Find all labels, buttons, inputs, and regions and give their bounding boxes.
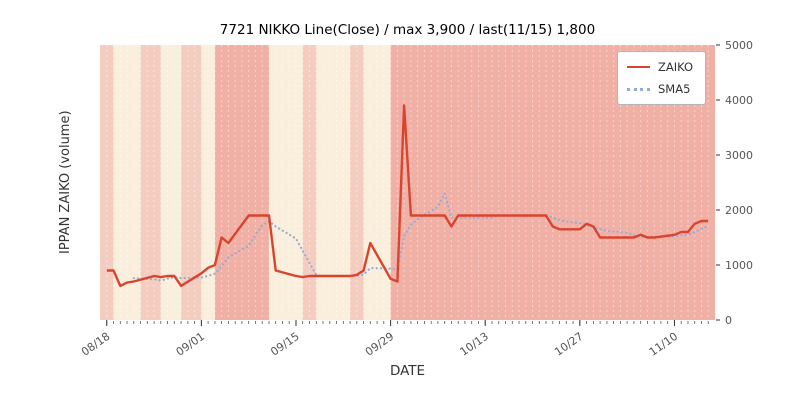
legend-label-zaiko: ZAIKO	[658, 60, 694, 74]
legend-item-sma5: SMA5	[627, 82, 693, 96]
x-axis: 08/18 09/01 09/15 09/29 10/13 10/27 11/10	[79, 320, 709, 359]
y-tick-label: 0	[725, 314, 732, 327]
y-tick-label: 4000	[725, 94, 753, 107]
x-axis-label: DATE	[389, 363, 426, 379]
x-tick-label: 09/29	[363, 330, 396, 359]
x-tick-label: 09/01	[174, 330, 207, 359]
highlight-band	[214, 45, 269, 320]
x-tick-label: 10/13	[458, 330, 491, 359]
legend-label-sma5: SMA5	[658, 82, 691, 96]
y-tick-label: 1000	[725, 259, 753, 272]
zaiko-line-swatch-icon	[627, 66, 650, 68]
x-tick-label: 09/15	[268, 330, 301, 359]
highlight-band	[350, 45, 364, 320]
y-axis: 0 1000 2000 3000 4000 5000	[716, 39, 753, 327]
highlight-band	[140, 45, 161, 320]
highlight-band	[100, 45, 114, 320]
chart-title: 7721 NIKKO Line(Close) / max 3,900 / las…	[219, 22, 596, 38]
y-tick-label: 3000	[725, 149, 753, 162]
highlight-band	[181, 45, 202, 320]
x-tick-label: 08/18	[79, 330, 112, 359]
y-axis-label: IPPAN ZAIKO (volume)	[58, 110, 73, 255]
highlight-band	[302, 45, 317, 320]
x-tick-label: 11/10	[647, 330, 680, 359]
y-tick-label: 5000	[725, 39, 753, 52]
y-tick-label: 2000	[725, 204, 753, 217]
sma5-line-swatch-icon	[627, 87, 650, 91]
x-tick-label: 10/27	[552, 330, 585, 359]
sma5-line	[132, 190, 710, 282]
legend-item-zaiko: ZAIKO	[627, 60, 693, 74]
zaiko-line	[106, 104, 709, 288]
legend: ZAIKO SMA5	[617, 51, 707, 105]
